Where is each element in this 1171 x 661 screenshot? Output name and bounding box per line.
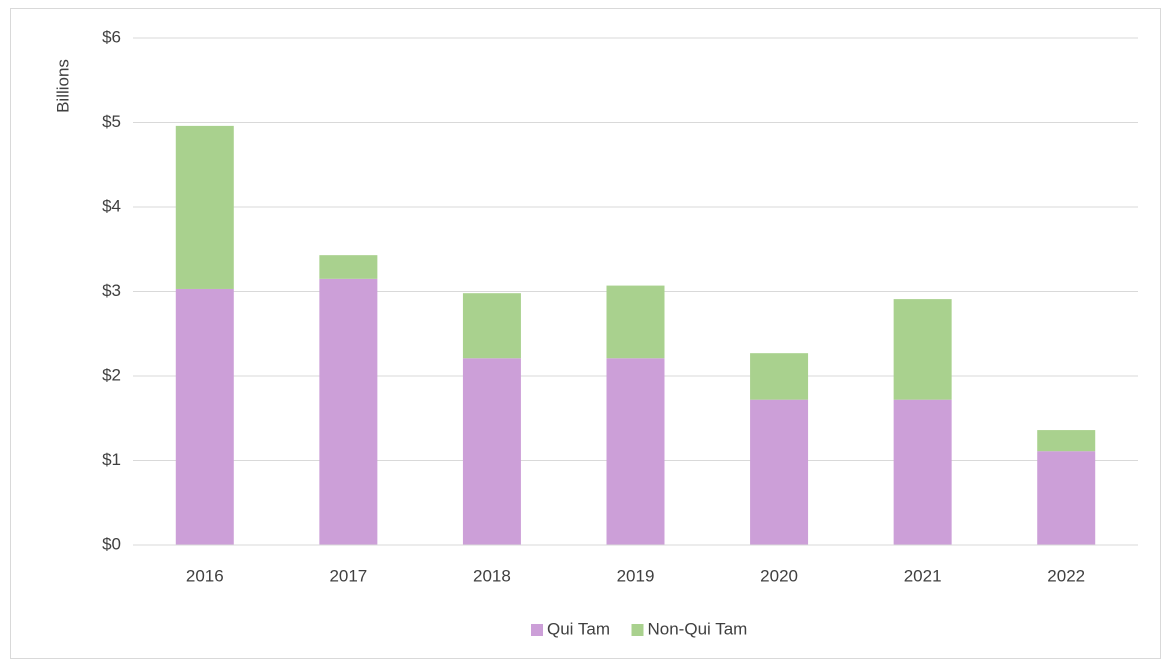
bar-segment (606, 285, 665, 359)
bar-segment (175, 125, 234, 289)
y-tick-label: $5 (102, 112, 121, 131)
x-tick-label: 2021 (904, 566, 942, 585)
x-tick-label: 2018 (473, 566, 511, 585)
y-tick-label: $6 (102, 27, 121, 46)
bar-segment (750, 399, 809, 545)
bar-segment (893, 299, 952, 400)
bar-segment (319, 278, 378, 545)
y-tick-label: $4 (102, 196, 121, 215)
x-tick-label: 2020 (760, 566, 798, 585)
bar-segment (1037, 430, 1096, 452)
x-tick-label: 2016 (186, 566, 224, 585)
bar-segment (1037, 451, 1096, 545)
y-tick-label: $2 (102, 365, 121, 384)
legend-swatch (531, 624, 543, 636)
bar-segment (462, 293, 521, 359)
legend-label: Non-Qui Tam (648, 619, 748, 638)
bar-segment (750, 353, 809, 400)
legend-label: Qui Tam (547, 619, 610, 638)
y-tick-label: $3 (102, 281, 121, 300)
y-tick-label: $0 (102, 534, 121, 553)
bar-segment (319, 255, 378, 279)
y-axis-label: Billions (53, 59, 72, 113)
x-tick-label: 2022 (1047, 566, 1085, 585)
bar-segment (175, 288, 234, 545)
x-tick-label: 2017 (329, 566, 367, 585)
bar-segment (462, 358, 521, 545)
bar-segment (893, 399, 952, 545)
legend-swatch (631, 624, 644, 636)
bar-segment (606, 358, 665, 545)
y-tick-label: $1 (102, 450, 121, 469)
x-tick-label: 2019 (617, 566, 655, 585)
